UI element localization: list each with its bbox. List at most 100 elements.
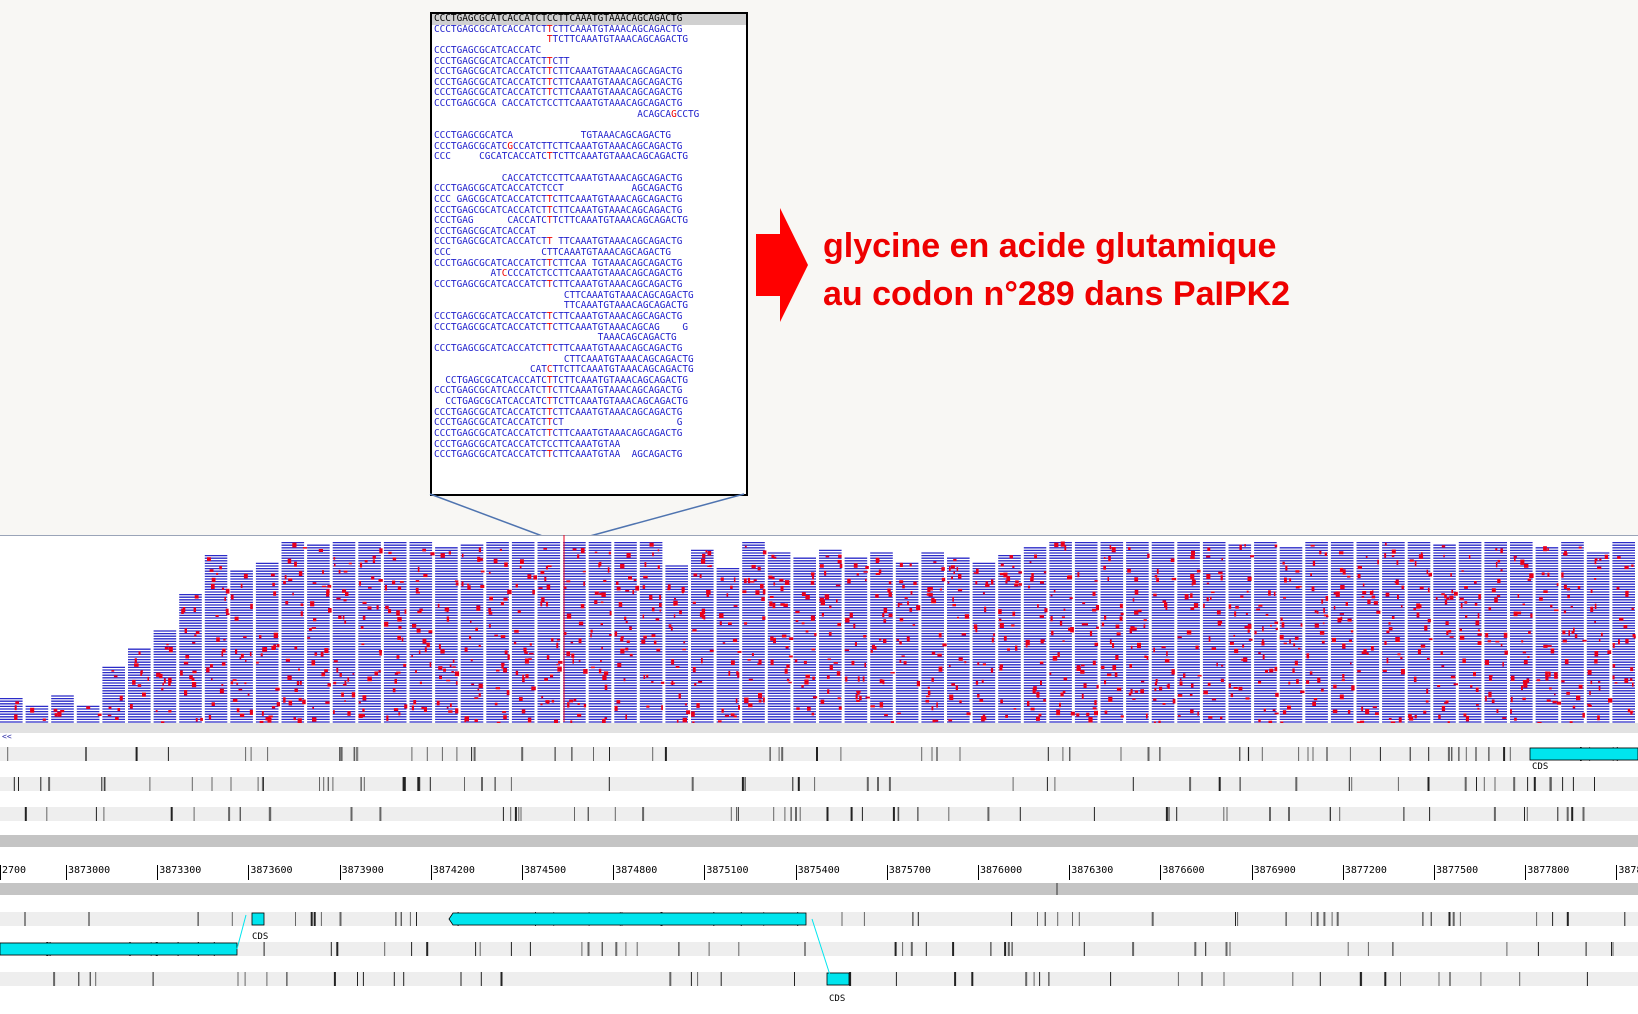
stop-codon-tick [863, 912, 865, 926]
read-column [0, 697, 24, 723]
stop-codon-tick [514, 807, 517, 821]
read-sequence: CATCTTCTTCAAATGTAAACAGCAGACTG [434, 364, 694, 376]
ruler-label: 3875100 [706, 865, 749, 876]
stop-codon-tick [1566, 912, 1569, 926]
stop-codon-tick [1159, 747, 1161, 761]
ruler-label: 3875700 [888, 865, 931, 876]
stop-codon-tick [353, 747, 355, 761]
stop-codon-tick [239, 807, 241, 821]
cds-feature [251, 912, 265, 926]
stop-codon-tick [237, 972, 239, 986]
ruler-label: 3877200 [1344, 865, 1387, 876]
stop-codon-tick [529, 942, 531, 956]
ruler-label: 3878100 [1618, 865, 1638, 876]
frame-track [0, 777, 1638, 791]
stop-codon-tick [737, 807, 739, 821]
stop-codon-tick [1537, 942, 1539, 956]
ruler-label: 3875400 [797, 865, 840, 876]
stop-codon-tick [625, 942, 627, 956]
stop-codon-tick [1571, 807, 1574, 821]
read-coverage-track[interactable] [0, 535, 1638, 723]
read-column [844, 556, 870, 723]
stop-codon-tick [642, 807, 645, 821]
stop-codon-tick [902, 942, 904, 956]
stop-codon-tick [1400, 972, 1401, 986]
stop-codon-tick [925, 942, 927, 956]
ruler-label: 2700 [2, 865, 27, 876]
intron-connector [236, 914, 247, 950]
stop-codon-tick [921, 747, 923, 761]
ruler-label: 3873600 [250, 865, 293, 876]
stop-codon-tick [1011, 912, 1013, 926]
ruler-tick [1616, 865, 1618, 880]
stop-codon-tick [971, 972, 974, 986]
stop-codon-tick [355, 747, 357, 761]
stop-codon-tick [95, 972, 97, 986]
stop-codon-tick [336, 942, 339, 956]
cds-label: CDS [829, 994, 846, 1004]
stop-codon-tick [1078, 912, 1080, 926]
stop-codon-tick [191, 777, 193, 791]
stop-codon-tick [1582, 807, 1585, 821]
read-column [767, 552, 794, 723]
stop-codon-tick [792, 777, 794, 791]
intron-connector [811, 918, 831, 976]
stop-codon-tick [263, 942, 265, 956]
stop-codon-tick [804, 942, 806, 956]
ruler-tick [522, 865, 523, 880]
stop-codon-tick [1237, 912, 1239, 926]
stop-codon-tick [357, 972, 358, 986]
stop-codon-tick [53, 972, 56, 986]
read-sequence: CCTGAGCGCATCACCATCTTCTTCAAATGTAAACAGCAGA… [434, 374, 689, 386]
stop-codon-tick [636, 942, 638, 956]
stop-codon-tick [1624, 912, 1626, 926]
stop-codon-tick [1594, 777, 1595, 791]
scroll-back-button[interactable]: << [2, 732, 12, 741]
read-sequence: CTTCAAATGTAAACAGCAGACTG [434, 353, 694, 365]
stop-codon-tick [691, 777, 694, 791]
stop-codon-tick [948, 807, 950, 821]
stop-codon-tick [1218, 777, 1221, 791]
read-sequence: CCC CGCATCACCATCTTCTTCAAATGTAAACAGCAGACT… [434, 151, 689, 163]
read-sequence: TAAACAGCAGACTG [434, 332, 677, 344]
read-column [204, 554, 230, 723]
stop-codon-tick [1269, 807, 1271, 821]
stop-codon-tick [910, 942, 913, 956]
stop-codon-tick [313, 912, 316, 926]
stop-codon-tick [1093, 807, 1095, 821]
stop-codon-tick [1004, 942, 1007, 956]
ruler-label: 3876600 [1162, 865, 1205, 876]
read-sequence: CTTCAAATGTAAACAGCAGACTG [434, 289, 694, 301]
stop-codon-tick [327, 777, 329, 791]
stop-codon-tick [1225, 942, 1228, 956]
stop-codon-tick [866, 777, 869, 791]
stop-codon-tick [773, 807, 775, 821]
stop-codon-tick [849, 972, 852, 986]
cds-feature [826, 972, 850, 986]
stop-codon-tick [840, 747, 842, 761]
stop-codon-tick [1019, 807, 1021, 821]
stop-codon-tick [1506, 942, 1508, 956]
stop-codon-tick [103, 777, 105, 791]
read-sequence: CCCTGAG CACCATCTTCTTCAAATGTAAACAGCAGACTG [434, 215, 689, 227]
ruler-tick [248, 865, 250, 880]
read-column [1151, 541, 1177, 723]
read-sequence: ATCCCCATCTCCTTCAAATGTAAACAGCAGACTG [434, 268, 683, 280]
read-column [76, 704, 102, 723]
stop-codon-tick [85, 747, 87, 761]
stop-codon-tick [152, 972, 154, 986]
stop-codon-tick [1331, 912, 1333, 926]
ruler-tick [1160, 865, 1162, 880]
stop-codon-tick [339, 747, 341, 761]
ruler-label: 3876900 [1253, 865, 1296, 876]
stop-codon-tick [708, 942, 710, 956]
stop-codon-tick [464, 777, 465, 791]
read-column [691, 549, 715, 723]
read-column [128, 648, 152, 723]
read-sequence: CACCATCTCCTTCAAATGTAAACAGCAGACTG [434, 172, 683, 184]
stop-codon-tick [480, 972, 482, 986]
stop-codon-tick [104, 777, 106, 791]
read-sequence: CCCTGAGCGCA CACCATCTCCTTCAAATGTAAACAGCAG… [434, 98, 683, 110]
read-sequence: CCCTGAGCGCATCGCCATCTTCTTCAAATGTAAACAGCAG… [434, 140, 683, 152]
ruler-tick [339, 865, 341, 880]
